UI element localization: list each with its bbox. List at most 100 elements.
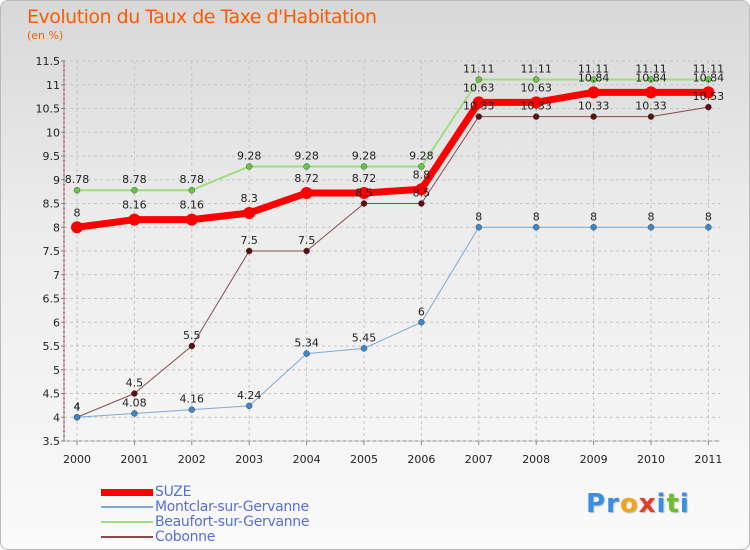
data-point bbox=[188, 406, 196, 413]
data-label: 8 bbox=[590, 210, 597, 223]
data-point bbox=[530, 96, 543, 109]
data-label: 8.5 bbox=[355, 187, 373, 200]
data-point bbox=[475, 224, 482, 231]
y-tick-label: 11.5 bbox=[36, 55, 61, 68]
data-point bbox=[647, 76, 655, 83]
data-label: 5.45 bbox=[352, 331, 377, 344]
logo-letter: r bbox=[606, 489, 620, 519]
y-tick-label: 7 bbox=[53, 269, 60, 282]
data-label: 11.11 bbox=[463, 63, 495, 76]
data-point bbox=[705, 76, 712, 83]
logo-letter: x bbox=[638, 489, 657, 519]
data-label: 10.33 bbox=[635, 100, 667, 113]
legend-label: Cobonne bbox=[155, 529, 216, 545]
data-point bbox=[245, 402, 253, 410]
data-label: 11.11 bbox=[635, 63, 667, 76]
logo-letter: i bbox=[679, 489, 690, 519]
data-label: 8.16 bbox=[122, 199, 147, 212]
y-tick-label: 6 bbox=[53, 316, 60, 329]
series-line-beaufort-sur-gervanne bbox=[77, 78, 709, 192]
y-tick-label: 3.5 bbox=[43, 435, 61, 448]
legend-swatch bbox=[101, 521, 153, 523]
data-point bbox=[702, 86, 715, 99]
x-tick-label: 2001 bbox=[120, 453, 148, 466]
data-label: 4.24 bbox=[237, 389, 262, 402]
data-label: 10.33 bbox=[578, 100, 610, 113]
data-label: 5.5 bbox=[183, 329, 201, 342]
data-point bbox=[418, 200, 425, 207]
y-tick-label: 9 bbox=[53, 174, 60, 187]
data-label: 10.33 bbox=[520, 100, 552, 113]
data-point bbox=[645, 86, 657, 99]
data-point bbox=[475, 113, 482, 120]
data-point bbox=[647, 224, 655, 231]
data-label: 10.33 bbox=[463, 100, 495, 113]
data-point bbox=[245, 247, 253, 255]
data-point bbox=[360, 163, 368, 170]
data-label: 10.84 bbox=[693, 71, 725, 84]
data-label: 8 bbox=[648, 210, 655, 223]
y-tick-label: 7.5 bbox=[43, 245, 61, 258]
legend-swatch bbox=[101, 536, 153, 538]
data-label: 7.5 bbox=[240, 234, 258, 247]
y-tick-label: 6.5 bbox=[43, 293, 61, 306]
data-label: 4.08 bbox=[122, 396, 147, 409]
data-point bbox=[533, 76, 540, 83]
data-point bbox=[131, 390, 138, 397]
y-tick-label: 10 bbox=[46, 126, 60, 139]
data-label: 8.78 bbox=[65, 173, 90, 186]
data-point bbox=[418, 319, 425, 326]
legend-swatch bbox=[101, 488, 153, 496]
data-label: 8.5 bbox=[413, 187, 431, 200]
data-point bbox=[472, 96, 485, 109]
y-tick-label: 8.5 bbox=[43, 198, 61, 211]
legend-item: SUZE bbox=[101, 484, 191, 500]
x-tick-label: 2003 bbox=[235, 453, 263, 466]
unit-label: (en %) bbox=[27, 29, 64, 42]
data-point bbox=[303, 247, 310, 255]
y-tick-label: 5.5 bbox=[43, 340, 61, 353]
data-label: 8.72 bbox=[352, 172, 377, 185]
data-label: 8 bbox=[533, 210, 540, 223]
data-label: 10.63 bbox=[520, 81, 552, 94]
data-label: 9.28 bbox=[409, 149, 434, 162]
data-label: 11.11 bbox=[578, 63, 610, 76]
y-tick-label: 10.5 bbox=[36, 103, 61, 116]
data-label: 11.11 bbox=[520, 63, 552, 76]
legend-item: Cobonne bbox=[101, 529, 215, 545]
data-point bbox=[590, 76, 597, 83]
data-point bbox=[71, 221, 83, 234]
data-label: 7.5 bbox=[298, 234, 316, 247]
data-label: 8 bbox=[74, 206, 81, 219]
legend-item: Beaufort-sur-Gervanne bbox=[101, 514, 310, 530]
data-label: 8.72 bbox=[294, 172, 319, 185]
y-tick-label: 4 bbox=[53, 411, 60, 424]
data-point bbox=[415, 183, 428, 196]
y-tick-label: 4.5 bbox=[43, 388, 61, 401]
series-line-montclar-sur-gervanne bbox=[76, 226, 709, 418]
x-tick-label: 2002 bbox=[178, 453, 206, 466]
data-point bbox=[418, 163, 425, 170]
data-label: 4 bbox=[74, 400, 81, 413]
legend-label: SUZE bbox=[155, 484, 192, 500]
data-label: 10.53 bbox=[693, 90, 725, 103]
data-point bbox=[303, 350, 310, 357]
data-label: 4 bbox=[74, 400, 81, 413]
data-point bbox=[131, 410, 138, 417]
data-point bbox=[475, 76, 482, 83]
data-point bbox=[533, 224, 540, 231]
x-tick-label: 2006 bbox=[407, 453, 435, 466]
chart-title: Evolution du Taux de Taxe d'Habitation bbox=[27, 6, 377, 28]
data-point bbox=[705, 103, 712, 111]
legend-item: Montclar-sur-Gervanne bbox=[101, 499, 309, 515]
legend-swatch bbox=[101, 506, 153, 508]
data-label: 8.16 bbox=[180, 199, 205, 212]
data-point bbox=[533, 113, 540, 120]
data-label: 6 bbox=[418, 305, 425, 318]
logo-letter: i bbox=[656, 489, 667, 519]
data-point bbox=[185, 213, 198, 226]
data-label: 8 bbox=[705, 210, 712, 223]
data-label: 5.34 bbox=[294, 337, 319, 350]
data-point bbox=[131, 186, 138, 194]
